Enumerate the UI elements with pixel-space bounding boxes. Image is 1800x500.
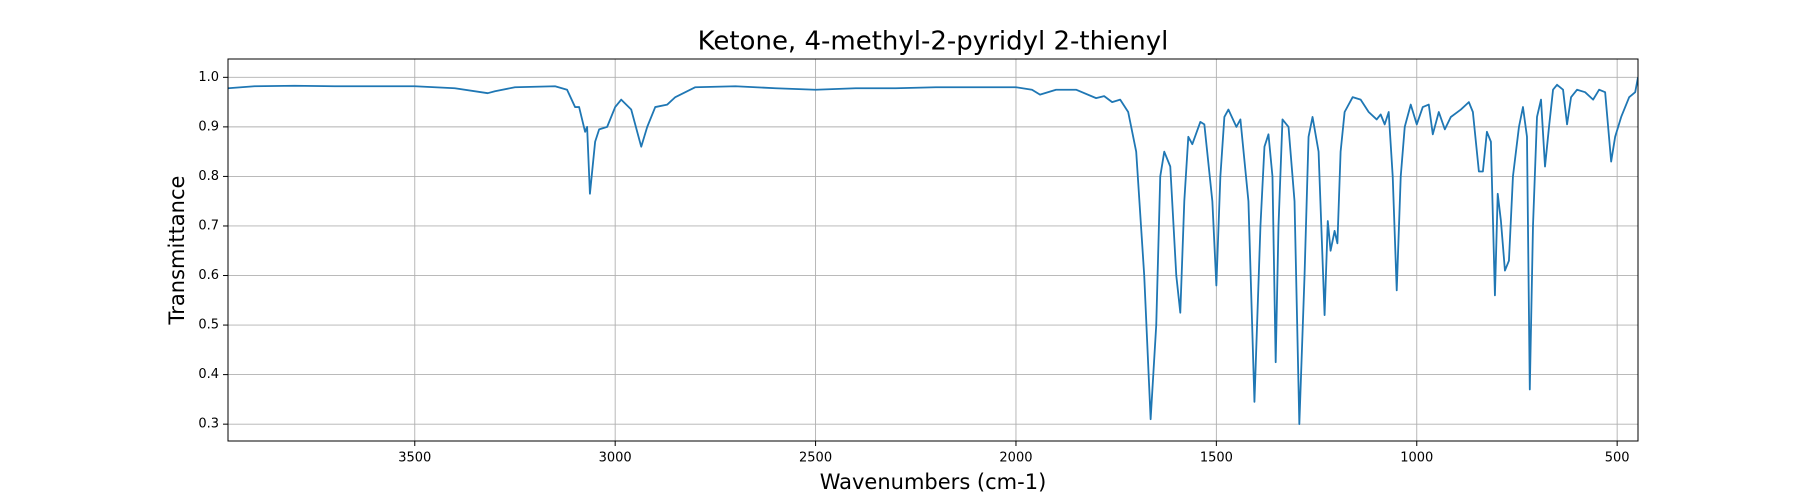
x-tick-label: 1500: [1200, 451, 1233, 466]
y-tick-label: 0.5: [198, 318, 219, 333]
spectrum-line: [228, 77, 1638, 426]
y-tick-label: 1.0: [198, 70, 219, 85]
x-tick-label: 500: [1605, 451, 1630, 466]
y-tick-label: 0.7: [198, 218, 219, 233]
x-tick-label: 3500: [398, 451, 431, 466]
plot-frame: [227, 58, 1639, 442]
y-axis-label: Transmittance: [165, 176, 189, 326]
chart-title: Ketone, 4-methyl-2-pyridyl 2-thienyl: [698, 27, 1169, 57]
x-tick-label: 1000: [1400, 451, 1433, 466]
x-axis-label: Wavenumbers (cm-1): [820, 470, 1047, 494]
x-tick-label: 2000: [999, 451, 1032, 466]
x-tick-label: 3000: [599, 451, 632, 466]
y-tick-label: 0.3: [198, 417, 219, 432]
y-tick-label: 0.4: [198, 367, 219, 382]
y-tick-label: 0.8: [198, 169, 219, 184]
y-tick-label: 0.6: [198, 268, 219, 283]
x-tick-label: 2500: [799, 451, 832, 466]
y-tick-label: 0.9: [198, 119, 219, 134]
